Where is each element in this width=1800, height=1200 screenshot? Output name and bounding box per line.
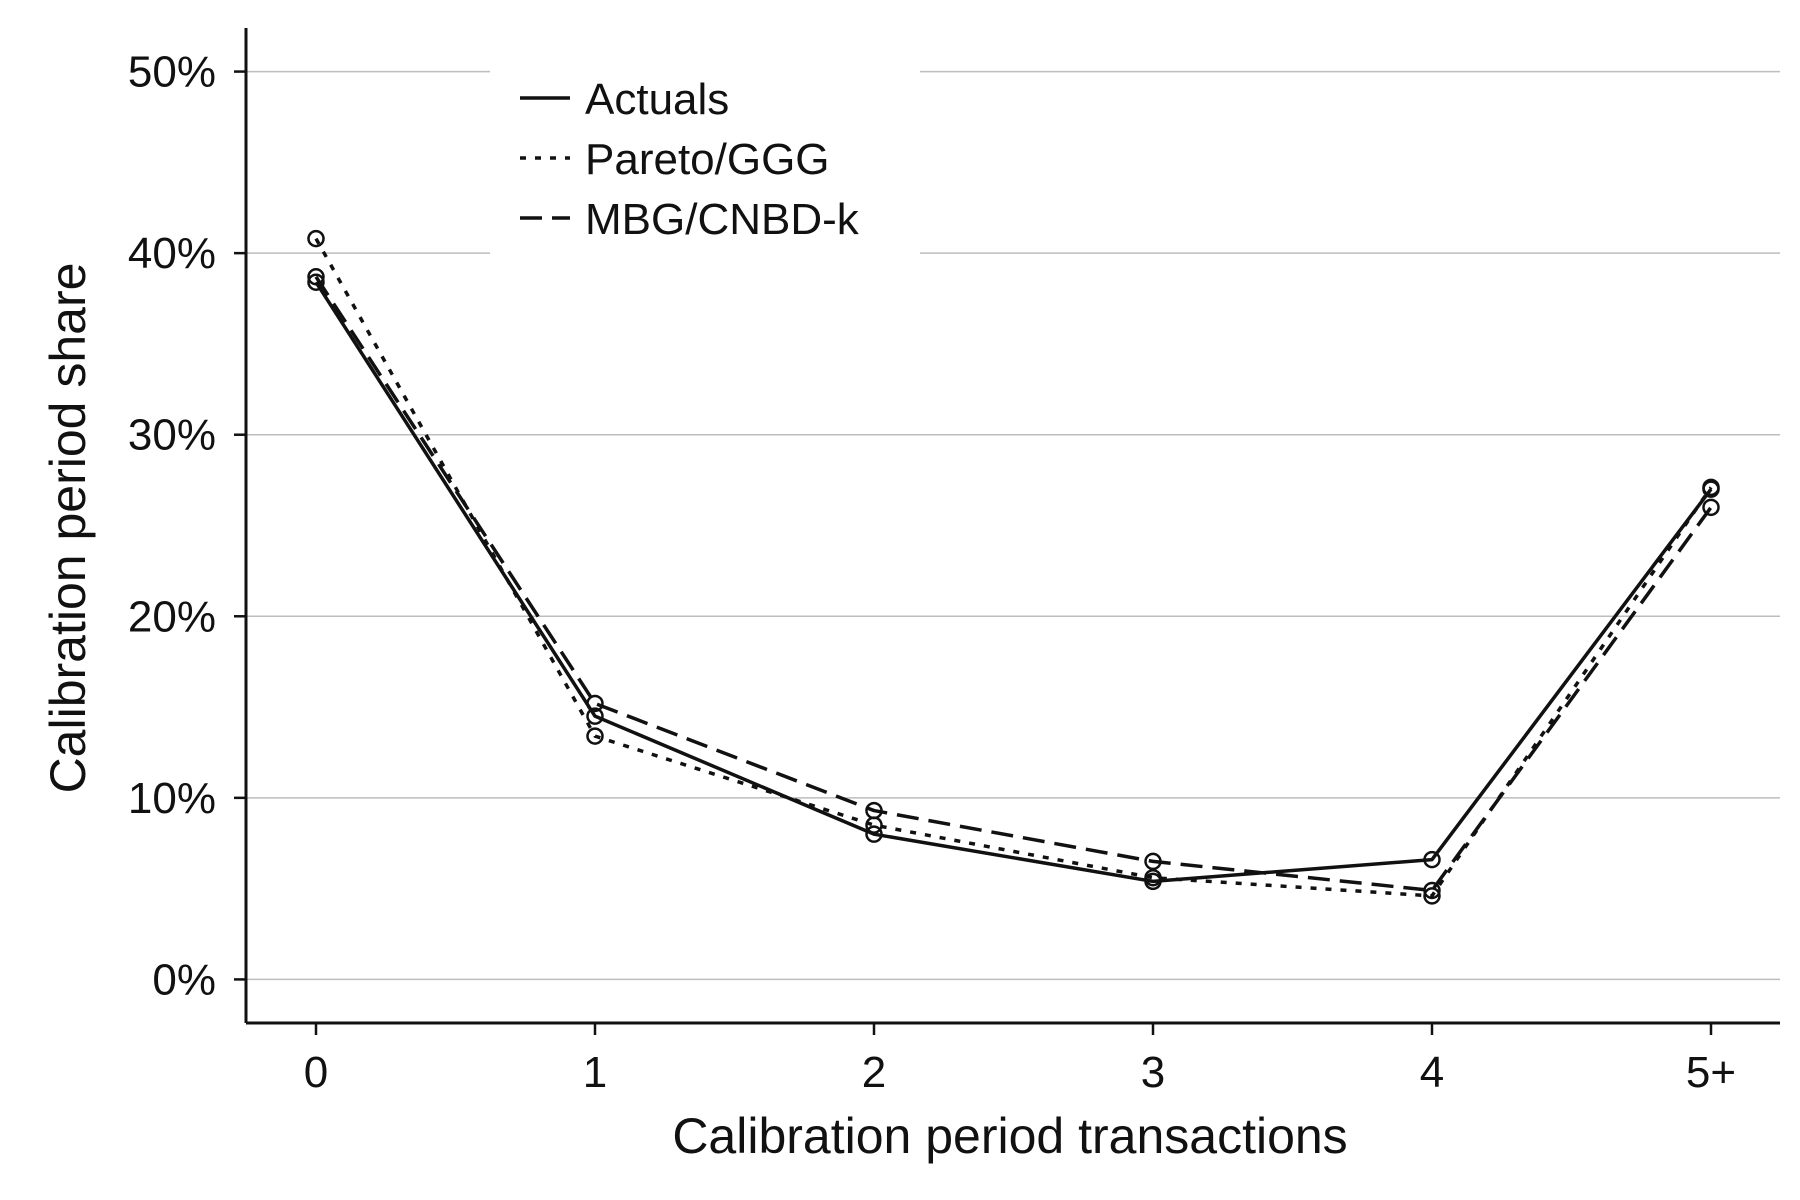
x-tick-label: 1 bbox=[583, 1048, 607, 1097]
y-tick-label: 30% bbox=[128, 411, 216, 460]
data-point-marker bbox=[1144, 852, 1162, 871]
legend-label: MBG/CNBD-k bbox=[585, 195, 860, 244]
data-point-marker bbox=[865, 825, 883, 843]
y-tick-label: 20% bbox=[128, 592, 216, 641]
x-tick-labels: 0 1 2 3 4 5+ bbox=[304, 1023, 1736, 1097]
series-line bbox=[314, 281, 1713, 884]
series-line bbox=[314, 237, 1713, 898]
gridlines bbox=[234, 70, 1780, 981]
x-tick-label: 5+ bbox=[1686, 1048, 1736, 1097]
x-tick-label: 0 bbox=[304, 1048, 328, 1097]
data-point-marker bbox=[586, 707, 604, 725]
data-point-marker bbox=[1702, 498, 1720, 517]
data-point-marker bbox=[1702, 478, 1720, 497]
data-point-marker bbox=[586, 694, 604, 713]
legend: Actuals Pareto/GGG MBG/CNBD-k bbox=[490, 62, 920, 254]
data-point-marker bbox=[307, 229, 325, 248]
axes bbox=[244, 28, 1780, 1025]
legend-background bbox=[490, 62, 920, 254]
y-tick-label: 50% bbox=[128, 48, 216, 97]
y-tick-label: 40% bbox=[128, 229, 216, 278]
data-point-marker bbox=[307, 268, 325, 286]
data-point-marker bbox=[1144, 868, 1162, 887]
x-tick-label: 2 bbox=[862, 1048, 886, 1097]
y-tick-labels: 0% 10% 20% 30% 40% 50% bbox=[128, 48, 216, 1005]
y-tick-label: 0% bbox=[152, 955, 216, 1004]
series-pareto-ggg bbox=[307, 229, 1720, 905]
data-point-marker bbox=[307, 273, 325, 291]
x-tick-label: 4 bbox=[1420, 1048, 1444, 1097]
series-actuals bbox=[307, 273, 1720, 891]
legend-label: Pareto/GGG bbox=[585, 135, 830, 184]
series bbox=[307, 229, 1720, 905]
data-point-marker bbox=[1423, 887, 1441, 905]
x-axis-title: Calibration period transactions bbox=[672, 1108, 1347, 1164]
data-point-marker bbox=[1423, 881, 1441, 900]
series-mbg-cnbd-k bbox=[307, 268, 1720, 900]
x-tick-label: 3 bbox=[1141, 1048, 1165, 1097]
y-axis-title: Calibration period share bbox=[40, 263, 96, 794]
legend-label: Actuals bbox=[585, 75, 729, 124]
y-tick-label: 10% bbox=[128, 774, 216, 823]
series-line bbox=[314, 275, 1713, 893]
data-point-marker bbox=[865, 801, 883, 820]
data-point-marker bbox=[586, 727, 604, 745]
data-point-marker bbox=[1423, 850, 1441, 869]
